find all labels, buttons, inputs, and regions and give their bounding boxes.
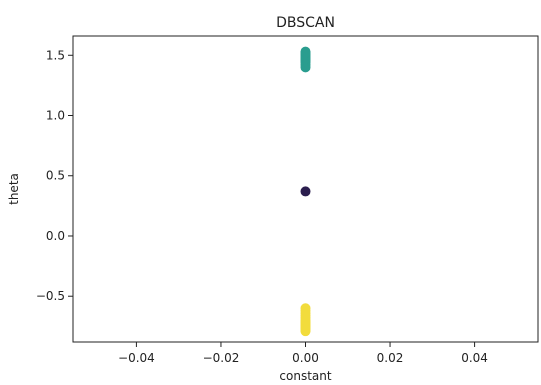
y-tick-label: 0.0 xyxy=(46,229,65,243)
y-axis-ticks: −0.5 0.0 0.5 1.0 1.5 xyxy=(36,48,73,303)
x-axis-ticks: −0.04 −0.02 0.00 0.02 0.04 xyxy=(118,342,488,365)
y-tick-label: 1.0 xyxy=(46,109,65,123)
scatter-point xyxy=(300,186,311,197)
y-tick-label: 0.5 xyxy=(46,169,65,183)
x-axis-label: constant xyxy=(279,369,331,383)
scatter-point xyxy=(300,303,311,314)
points-layer xyxy=(300,46,311,337)
chart-title: DBSCAN xyxy=(276,15,335,31)
y-tick-label: −0.5 xyxy=(36,289,65,303)
x-tick-label: −0.04 xyxy=(118,351,155,365)
scatter-point xyxy=(300,46,311,57)
x-tick-label: 0.02 xyxy=(377,351,404,365)
x-tick-label: 0.00 xyxy=(292,351,319,365)
y-axis-label: theta xyxy=(7,173,21,205)
y-tick-label: 1.5 xyxy=(46,48,65,62)
x-tick-label: −0.02 xyxy=(203,351,240,365)
x-tick-label: 0.04 xyxy=(461,351,488,365)
